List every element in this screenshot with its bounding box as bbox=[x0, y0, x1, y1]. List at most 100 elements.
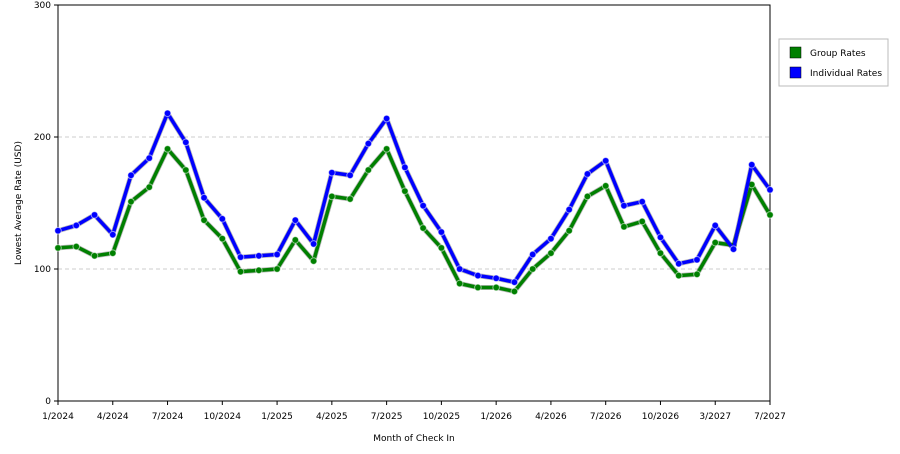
data-point-individual-rates bbox=[72, 221, 81, 230]
data-point-individual-rates bbox=[583, 170, 592, 178]
data-point-individual-rates bbox=[291, 216, 300, 224]
data-point-individual-rates bbox=[437, 228, 446, 236]
data-point-group-rates bbox=[638, 217, 647, 226]
data-point-individual-rates bbox=[693, 255, 701, 264]
data-point-individual-rates bbox=[601, 156, 610, 165]
series-line-group-rates bbox=[57, 147, 772, 294]
data-point-individual-rates bbox=[565, 205, 573, 214]
data-point-individual-rates bbox=[255, 252, 263, 260]
data-point-group-rates bbox=[328, 192, 336, 201]
data-point-group-rates bbox=[255, 266, 263, 275]
x-tick-label: 4/2024 bbox=[97, 412, 129, 422]
data-point-individual-rates bbox=[346, 171, 354, 180]
data-point-individual-rates bbox=[474, 271, 482, 280]
data-point-individual-rates bbox=[711, 221, 720, 230]
y-tick-label: 0 bbox=[45, 397, 51, 407]
x-tick-label: 10/2025 bbox=[423, 412, 460, 422]
data-point-group-rates bbox=[766, 211, 774, 219]
data-point-group-rates bbox=[72, 242, 81, 251]
data-point-group-rates bbox=[437, 244, 446, 252]
x-tick-label: 1/2025 bbox=[261, 412, 293, 422]
legend-label-group-rates: Group Rates bbox=[810, 49, 866, 59]
data-point-group-rates bbox=[401, 187, 409, 195]
data-point-individual-rates bbox=[145, 154, 154, 162]
x-tick-label: 7/2027 bbox=[754, 412, 786, 422]
axes-layer: 0 100 200 300 1/2024 4/2024 7/2024 10/2024 1/202… bbox=[34, 1, 786, 422]
x-tick-label: 10/2024 bbox=[204, 412, 242, 422]
data-point-group-rates bbox=[273, 265, 281, 273]
x-tick-label: 7/2025 bbox=[371, 412, 403, 422]
data-point-individual-rates bbox=[181, 138, 190, 147]
data-point-individual-rates bbox=[620, 201, 628, 210]
x-tick-label: 4/2026 bbox=[535, 412, 567, 422]
data-point-individual-rates bbox=[547, 234, 555, 243]
data-point-individual-rates bbox=[200, 193, 208, 202]
data-point-group-rates bbox=[455, 279, 464, 288]
x-tick-label: 3/2027 bbox=[699, 412, 731, 422]
data-point-individual-rates bbox=[108, 230, 117, 239]
x-tick-label: 7/2024 bbox=[152, 412, 184, 422]
data-point-group-rates bbox=[547, 249, 555, 257]
data-point-individual-rates bbox=[419, 201, 427, 210]
x-axis-title: Month of Check In bbox=[373, 434, 455, 444]
y-tick-label: 100 bbox=[34, 265, 51, 275]
x-tick-label: 4/2025 bbox=[316, 412, 348, 422]
data-point-individual-rates bbox=[729, 245, 738, 253]
data-point-individual-rates bbox=[218, 215, 227, 223]
x-tick-label: 1/2026 bbox=[480, 412, 512, 422]
data-point-individual-rates bbox=[510, 278, 519, 287]
legend: Group Rates Individual Rates bbox=[778, 38, 889, 87]
data-point-individual-rates bbox=[90, 211, 99, 219]
y-axis-title: Lowest Average Rate (USD) bbox=[14, 141, 24, 265]
data-point-group-rates bbox=[145, 183, 154, 191]
data-point-group-rates bbox=[54, 244, 62, 252]
data-point-individual-rates bbox=[766, 186, 774, 194]
plot-area-border bbox=[57, 4, 771, 402]
data-point-group-rates bbox=[218, 234, 227, 243]
data-point-individual-rates bbox=[273, 250, 281, 259]
data-point-group-rates bbox=[601, 182, 610, 190]
data-point-individual-rates bbox=[401, 163, 409, 172]
data-point-individual-rates bbox=[528, 250, 537, 259]
data-point-group-rates bbox=[674, 271, 683, 280]
data-point-group-rates bbox=[565, 226, 573, 235]
data-point-individual-rates bbox=[382, 114, 391, 123]
legend-label-individual-rates: Individual Rates bbox=[810, 69, 882, 79]
data-point-individual-rates bbox=[492, 274, 500, 283]
data-point-group-rates bbox=[364, 166, 373, 174]
data-point-individual-rates bbox=[455, 265, 464, 273]
data-point-group-rates bbox=[528, 265, 537, 273]
data-point-group-rates bbox=[90, 252, 99, 260]
data-point-group-rates bbox=[127, 197, 135, 206]
series-shadow-group-rates bbox=[57, 146, 773, 294]
data-point-group-rates bbox=[108, 249, 117, 257]
data-point-group-rates bbox=[291, 236, 300, 244]
data-point-individual-rates bbox=[236, 253, 245, 261]
legend-swatch-group-rates bbox=[789, 46, 802, 59]
data-point-group-rates bbox=[474, 283, 482, 292]
y-tick-label: 200 bbox=[34, 133, 51, 143]
data-point-group-rates bbox=[583, 192, 592, 201]
data-point-group-rates bbox=[693, 270, 701, 279]
data-point-individual-rates bbox=[309, 240, 318, 248]
data-point-group-rates bbox=[419, 224, 427, 232]
x-tick-label: 7/2026 bbox=[590, 412, 622, 422]
data-point-individual-rates bbox=[656, 233, 665, 242]
data-point-individual-rates bbox=[638, 197, 647, 206]
data-point-individual-rates bbox=[54, 226, 62, 235]
data-point-individual-rates bbox=[163, 109, 172, 118]
legend-swatch-individual-rates bbox=[789, 66, 802, 79]
x-tick-label: 10/2026 bbox=[642, 412, 680, 422]
data-point-individual-rates bbox=[674, 259, 683, 268]
data-point-group-rates bbox=[200, 216, 208, 224]
data-point-individual-rates bbox=[364, 139, 373, 148]
y-tick-label: 300 bbox=[34, 1, 51, 11]
data-point-individual-rates bbox=[328, 168, 336, 177]
x-tick-label: 1/2024 bbox=[42, 412, 74, 422]
data-point-group-rates bbox=[309, 257, 318, 265]
data-point-group-rates bbox=[656, 249, 665, 257]
data-point-individual-rates bbox=[747, 160, 756, 169]
data-point-group-rates bbox=[163, 145, 172, 153]
